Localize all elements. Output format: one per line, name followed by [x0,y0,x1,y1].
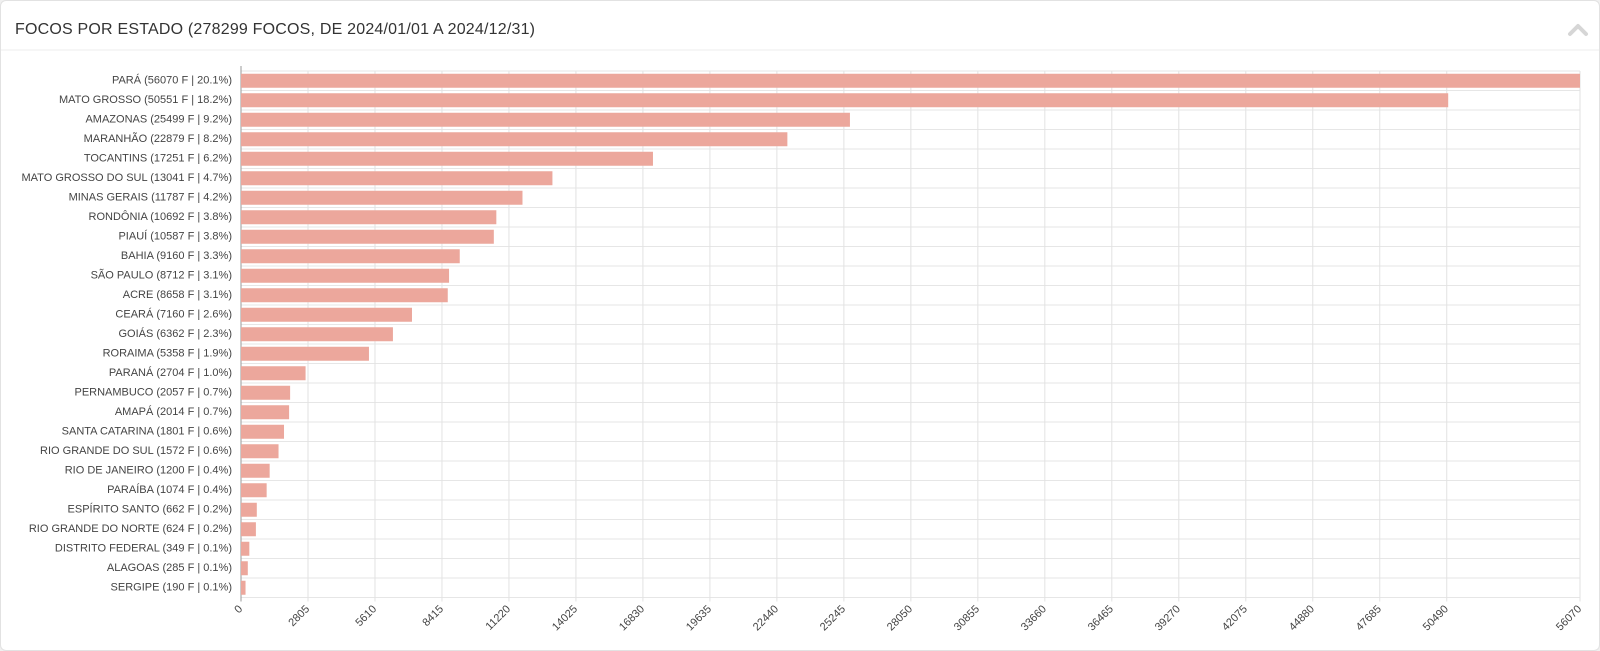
chart-title: FOCOS POR ESTADO (278299 FOCOS, DE 2024/… [15,21,535,38]
bar [241,444,279,459]
x-tick-label: 47685 [1354,603,1384,633]
bar [241,171,553,186]
x-tick-label: 11220 [484,603,514,633]
x-tick-label: 33660 [1019,603,1049,633]
bar [241,522,256,537]
bar [241,385,291,400]
x-tick-label: 5610 [353,603,379,629]
bar [241,580,246,595]
x-tick-label: 30855 [952,603,982,633]
bar [241,405,290,420]
x-tick-label: 14025 [550,603,580,633]
bar [241,502,257,517]
bar [241,463,270,478]
y-tick-label: AMAPÁ (2014 F | 0.7%) [115,405,232,418]
y-tick-label: DISTRITO FEDERAL (349 F | 0.1%) [55,543,232,555]
y-tick-label: ALAGOAS (285 F | 0.1%) [107,562,232,574]
bar [241,346,369,361]
x-tick-label: 8415 [420,603,446,629]
bar [241,561,248,576]
x-tick-label: 44880 [1287,603,1317,633]
bar [241,132,788,147]
y-tick-label: MARANHÃO (22879 F | 8.2%) [84,132,232,145]
x-tick-label: 25245 [818,603,848,633]
y-tick-label: MINAS GERAIS (11787 F | 4.2%) [69,192,232,204]
bar [241,424,285,439]
y-tick-label: SANTA CATARINA (1801 F | 0.6%) [62,426,232,438]
y-tick-label: TOCANTINS (17251 F | 6.2%) [84,153,232,165]
y-tick-label: GOIÁS (6362 F | 2.3%) [118,327,232,340]
y-tick-label: PARÁ (56070 F | 20.1%) [112,74,232,87]
y-tick-label: MATO GROSSO (50551 F | 18.2%) [59,94,232,106]
bar [241,210,497,225]
bar [241,229,494,244]
x-tick-label: 0 [232,603,245,616]
x-tick-label: 19635 [684,603,714,633]
bar [241,483,267,498]
bar [241,327,393,342]
bar [241,366,306,381]
y-tick-label: PIAUÍ (10587 F | 3.8%) [118,230,232,243]
y-tick-label: MATO GROSSO DO SUL (13041 F | 4.7%) [22,172,233,184]
bar [241,93,1449,108]
y-tick-label: RONDÔNIA (10692 F | 3.8%) [89,210,232,223]
x-tick-label: 42075 [1220,603,1250,633]
x-tick-label: 36465 [1086,603,1116,633]
bar [241,268,450,283]
y-tick-label: ESPÍRITO SANTO (662 F | 0.2%) [68,503,232,516]
y-tick-label: SERGIPE (190 F | 0.1%) [111,582,232,594]
y-tick-label: RIO GRANDE DO SUL (1572 F | 0.6%) [40,445,232,457]
x-tick-label: 39270 [1153,603,1183,633]
bar [241,249,460,264]
y-tick-label: ACRE (8658 F | 3.1%) [123,289,232,301]
bar [241,190,523,205]
collapse-icon[interactable] [1568,24,1588,36]
bar [241,541,250,556]
x-tick-label: 28050 [885,603,915,633]
y-tick-label: RIO DE JANEIRO (1200 F | 0.4%) [65,465,232,477]
y-tick-label: SÃO PAULO (8712 F | 3.1%) [91,269,232,282]
bar [241,112,850,127]
bar [241,307,412,322]
x-tick-label: 16830 [617,603,647,633]
y-tick-label: CEARÁ (7160 F | 2.6%) [115,308,232,321]
y-tick-label: PARANÁ (2704 F | 1.0%) [109,366,232,379]
y-tick-label: AMAZONAS (25499 F | 9.2%) [85,114,232,126]
bar [241,73,1580,88]
x-tick-label: 50490 [1421,603,1451,633]
bar [241,151,653,166]
y-tick-label: PARAÍBA (1074 F | 0.4%) [107,483,232,496]
y-tick-label: PERNAMBUCO (2057 F | 0.7%) [74,387,232,399]
bar [241,288,448,303]
x-tick-label: 56070 [1554,603,1584,633]
y-tick-label: RIO GRANDE DO NORTE (624 F | 0.2%) [29,523,232,535]
x-tick-label: 22440 [751,603,781,633]
x-tick-label: 2805 [286,603,312,629]
y-tick-label: BAHIA (9160 F | 3.3%) [121,250,232,262]
y-tick-label: RORAIMA (5358 F | 1.9%) [103,348,232,360]
